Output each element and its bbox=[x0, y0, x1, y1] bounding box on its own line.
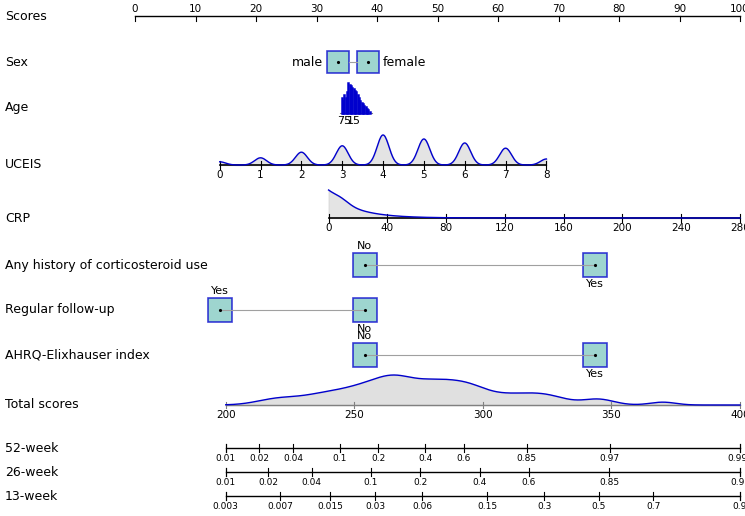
Text: 0.01: 0.01 bbox=[216, 478, 236, 487]
Text: 0.85: 0.85 bbox=[599, 478, 619, 487]
FancyBboxPatch shape bbox=[353, 343, 377, 367]
Text: Yes: Yes bbox=[586, 369, 603, 379]
Text: 0.015: 0.015 bbox=[317, 502, 343, 511]
Text: No: No bbox=[358, 241, 372, 251]
Text: 2: 2 bbox=[298, 170, 305, 180]
Text: 350: 350 bbox=[601, 410, 621, 420]
Text: 30: 30 bbox=[310, 4, 323, 14]
Text: male: male bbox=[291, 56, 323, 69]
Text: female: female bbox=[383, 56, 426, 69]
Text: 26-week: 26-week bbox=[5, 465, 58, 478]
FancyBboxPatch shape bbox=[353, 298, 377, 322]
Text: 0.998: 0.998 bbox=[727, 454, 745, 463]
Text: 0.01: 0.01 bbox=[216, 454, 236, 463]
Text: 13-week: 13-week bbox=[5, 490, 58, 503]
Text: 0.02: 0.02 bbox=[259, 478, 279, 487]
FancyBboxPatch shape bbox=[583, 253, 606, 277]
Text: Yes: Yes bbox=[211, 286, 229, 296]
Text: 40: 40 bbox=[381, 223, 394, 233]
Text: 0.04: 0.04 bbox=[302, 478, 322, 487]
Text: CRP: CRP bbox=[5, 212, 30, 224]
Text: 80: 80 bbox=[612, 4, 626, 14]
Text: 0.5: 0.5 bbox=[592, 502, 606, 511]
Text: 200: 200 bbox=[612, 223, 633, 233]
Text: 0.3: 0.3 bbox=[537, 502, 551, 511]
Text: 250: 250 bbox=[344, 410, 364, 420]
Text: No: No bbox=[358, 324, 372, 334]
Text: 0.1: 0.1 bbox=[364, 478, 378, 487]
Text: 50: 50 bbox=[431, 4, 444, 14]
Text: 0.1: 0.1 bbox=[333, 454, 347, 463]
Text: 0: 0 bbox=[326, 223, 332, 233]
FancyBboxPatch shape bbox=[357, 51, 379, 73]
FancyBboxPatch shape bbox=[326, 51, 349, 73]
Text: 0.06: 0.06 bbox=[412, 502, 432, 511]
Text: 0.2: 0.2 bbox=[413, 478, 428, 487]
Text: 300: 300 bbox=[473, 410, 492, 420]
Text: 0.4: 0.4 bbox=[472, 478, 486, 487]
Text: 0.9: 0.9 bbox=[733, 502, 745, 511]
FancyBboxPatch shape bbox=[583, 343, 606, 367]
Text: Yes: Yes bbox=[586, 279, 603, 289]
Text: 20: 20 bbox=[250, 4, 262, 14]
Text: 8: 8 bbox=[543, 170, 550, 180]
Text: Scores: Scores bbox=[5, 9, 47, 23]
Text: 0.2: 0.2 bbox=[371, 454, 386, 463]
Text: 0: 0 bbox=[132, 4, 139, 14]
Text: 100: 100 bbox=[730, 4, 745, 14]
Text: 0.003: 0.003 bbox=[213, 502, 238, 511]
Text: 60: 60 bbox=[492, 4, 504, 14]
Text: 0.4: 0.4 bbox=[418, 454, 432, 463]
Text: 80: 80 bbox=[440, 223, 453, 233]
Text: 0.03: 0.03 bbox=[365, 502, 385, 511]
Text: 160: 160 bbox=[554, 223, 574, 233]
Text: 0.6: 0.6 bbox=[522, 478, 536, 487]
Text: Age: Age bbox=[5, 102, 29, 115]
Text: 7: 7 bbox=[502, 170, 509, 180]
Text: 120: 120 bbox=[495, 223, 515, 233]
Text: Total scores: Total scores bbox=[5, 398, 79, 411]
Text: 240: 240 bbox=[671, 223, 691, 233]
Text: 0.007: 0.007 bbox=[267, 502, 294, 511]
Text: 3: 3 bbox=[339, 170, 346, 180]
Text: 280: 280 bbox=[730, 223, 745, 233]
Text: UCEIS: UCEIS bbox=[5, 158, 42, 171]
Text: 5: 5 bbox=[421, 170, 427, 180]
Text: 75: 75 bbox=[337, 116, 351, 126]
Text: 0.15: 0.15 bbox=[478, 502, 498, 511]
Text: 0.85: 0.85 bbox=[517, 454, 537, 463]
Text: 400: 400 bbox=[730, 410, 745, 420]
Text: 200: 200 bbox=[216, 410, 235, 420]
Text: AHRQ-Elixhauser index: AHRQ-Elixhauser index bbox=[5, 348, 150, 362]
Text: Sex: Sex bbox=[5, 56, 28, 69]
Text: 10: 10 bbox=[189, 4, 202, 14]
Text: 4: 4 bbox=[380, 170, 387, 180]
Text: 0.02: 0.02 bbox=[250, 454, 269, 463]
Text: 0: 0 bbox=[217, 170, 223, 180]
Text: 6: 6 bbox=[461, 170, 468, 180]
Text: 90: 90 bbox=[673, 4, 686, 14]
Text: 0.7: 0.7 bbox=[646, 502, 661, 511]
Text: 1: 1 bbox=[257, 170, 264, 180]
FancyBboxPatch shape bbox=[353, 253, 377, 277]
Text: 0.04: 0.04 bbox=[283, 454, 303, 463]
Text: Regular follow-up: Regular follow-up bbox=[5, 303, 115, 316]
Text: 40: 40 bbox=[370, 4, 384, 14]
Text: Any history of corticosteroid use: Any history of corticosteroid use bbox=[5, 259, 208, 271]
Text: 0.6: 0.6 bbox=[457, 454, 471, 463]
Text: 0.97: 0.97 bbox=[600, 454, 620, 463]
Text: 52-week: 52-week bbox=[5, 442, 58, 455]
Text: 70: 70 bbox=[552, 4, 565, 14]
Text: 15: 15 bbox=[347, 116, 361, 126]
Text: 0.98: 0.98 bbox=[730, 478, 745, 487]
FancyBboxPatch shape bbox=[208, 298, 232, 322]
Text: No: No bbox=[358, 331, 372, 341]
